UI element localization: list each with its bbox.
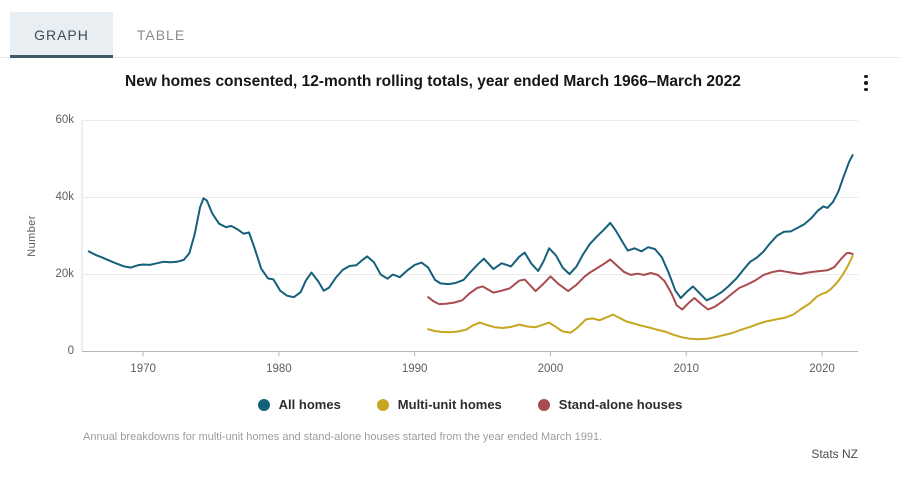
legend-dot-icon xyxy=(376,398,389,411)
legend-label: All homes xyxy=(278,397,341,412)
legend-label: Stand-alone houses xyxy=(558,397,683,412)
y-axis-tick-label: 40k xyxy=(55,190,74,203)
legend-item-multi-unit-homes: Multi-unit homes xyxy=(376,397,502,412)
legend-dot-icon xyxy=(537,398,550,411)
y-axis-tick-label: 20k xyxy=(55,267,74,280)
series-line-stand-alone-houses xyxy=(427,251,854,311)
series-line-all-homes xyxy=(87,154,854,302)
legend-item-all-homes: All homes xyxy=(257,397,341,412)
y-axis-tick-label: 60k xyxy=(55,113,74,126)
x-axis-tick-label: 2020 xyxy=(809,363,835,375)
chart-footnote: Annual breakdowns for multi-unit homes a… xyxy=(83,431,603,443)
x-axis-tick-label: 2000 xyxy=(537,363,564,375)
chart-options-button[interactable] xyxy=(857,70,875,96)
x-axis-tick-label: 2010 xyxy=(673,363,700,375)
x-axis-tick-label: 1980 xyxy=(266,363,292,375)
kebab-menu-icon xyxy=(864,74,868,92)
chart-legend: All homes Multi-unit homes Stand-alone hou… xyxy=(82,397,858,412)
attribution-stats-nz: Stats NZ xyxy=(811,447,858,461)
page-title: New homes consented, 12-month rolling to… xyxy=(125,73,741,90)
legend-label: Multi-unit homes xyxy=(397,397,502,412)
active-tab-underline xyxy=(10,55,113,58)
legend-item-stand-alone-houses: Stand-alone houses xyxy=(537,397,683,412)
series-line-multi-unit-homes xyxy=(427,255,854,341)
tab-graph[interactable]: GRAPH xyxy=(10,12,113,58)
x-axis-tick-label: 1990 xyxy=(401,363,428,375)
tabbar-divider xyxy=(0,57,900,58)
x-axis-tick-label: 1970 xyxy=(130,363,156,375)
legend-dot-icon xyxy=(257,398,270,411)
tab-table[interactable]: TABLE xyxy=(113,12,209,58)
y-axis-tick-label: 0 xyxy=(67,344,74,357)
